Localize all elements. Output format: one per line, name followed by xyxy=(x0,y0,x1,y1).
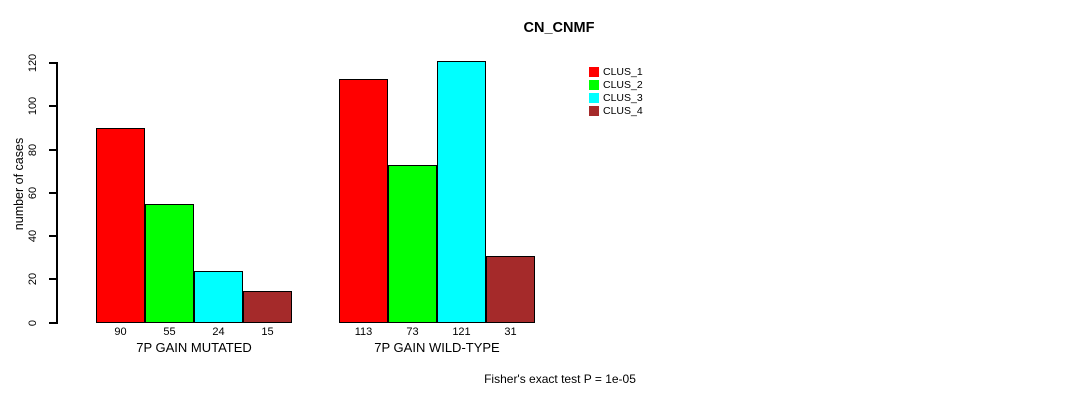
y-tick-mark xyxy=(49,235,57,237)
bar-clus_2-group2 xyxy=(388,165,437,323)
y-tick-label: 120 xyxy=(27,53,39,73)
chart-title: CN_CNMF xyxy=(523,20,595,36)
y-axis-line xyxy=(56,62,58,324)
y-tick-label: 80 xyxy=(27,143,39,156)
bar-clus_4-group1 xyxy=(243,291,292,323)
legend-swatch-clus_2 xyxy=(589,79,599,90)
legend-label: CLUS_3 xyxy=(603,91,643,104)
bar-clus_3-group1 xyxy=(194,271,243,323)
legend-swatch-clus_4 xyxy=(589,105,599,116)
legend-swatch-clus_3 xyxy=(589,92,599,103)
legend-row: CLUS_4 xyxy=(589,104,643,117)
y-tick-label: 40 xyxy=(27,229,39,243)
legend-swatch-clus_1 xyxy=(589,66,599,77)
y-tick-label: 60 xyxy=(27,186,39,199)
bar-clus_1-group2 xyxy=(339,79,388,323)
category-label: 7P GAIN MUTATED xyxy=(136,340,252,355)
y-tick-mark xyxy=(49,191,57,194)
bar-value-label: 55 xyxy=(163,326,176,338)
legend-label: CLUS_4 xyxy=(603,104,643,117)
y-tick-label: 20 xyxy=(27,273,39,286)
y-tick-mark xyxy=(49,62,57,64)
bar-value-label: 31 xyxy=(504,326,517,338)
y-tick-mark xyxy=(49,278,57,281)
bar-value-label: 15 xyxy=(261,326,274,338)
bar-value-label: 73 xyxy=(406,326,419,338)
y-tick-label: 100 xyxy=(27,97,39,116)
legend-label: CLUS_1 xyxy=(603,65,643,78)
bar-clus_4-group2 xyxy=(486,256,535,323)
bar-clus_2-group1 xyxy=(145,204,194,323)
legend: CLUS_1 CLUS_2 CLUS_3 CLUS_4 xyxy=(589,65,643,117)
bar-value-label: 24 xyxy=(212,326,225,338)
category-label: 7P GAIN WILD-TYPE xyxy=(374,340,500,355)
y-tick-mark xyxy=(49,321,57,324)
y-tick-mark xyxy=(49,105,57,108)
legend-row: CLUS_3 xyxy=(589,91,643,104)
legend-row: CLUS_2 xyxy=(589,78,643,91)
y-axis-title: number of cases xyxy=(12,137,26,231)
y-tick-label: 0 xyxy=(27,319,39,326)
bar-value-label: 121 xyxy=(452,326,471,338)
bar-clus_3-group2 xyxy=(437,61,486,323)
bar-clus_1-group1 xyxy=(96,128,145,323)
bar-value-label: 90 xyxy=(114,326,127,338)
legend-label: CLUS_2 xyxy=(603,78,643,91)
fisher-test-annotation: Fisher's exact test P = 1e-05 xyxy=(484,372,636,386)
y-tick-mark xyxy=(49,148,57,151)
legend-row: CLUS_1 xyxy=(589,65,643,78)
bar-value-label: 113 xyxy=(354,326,373,338)
